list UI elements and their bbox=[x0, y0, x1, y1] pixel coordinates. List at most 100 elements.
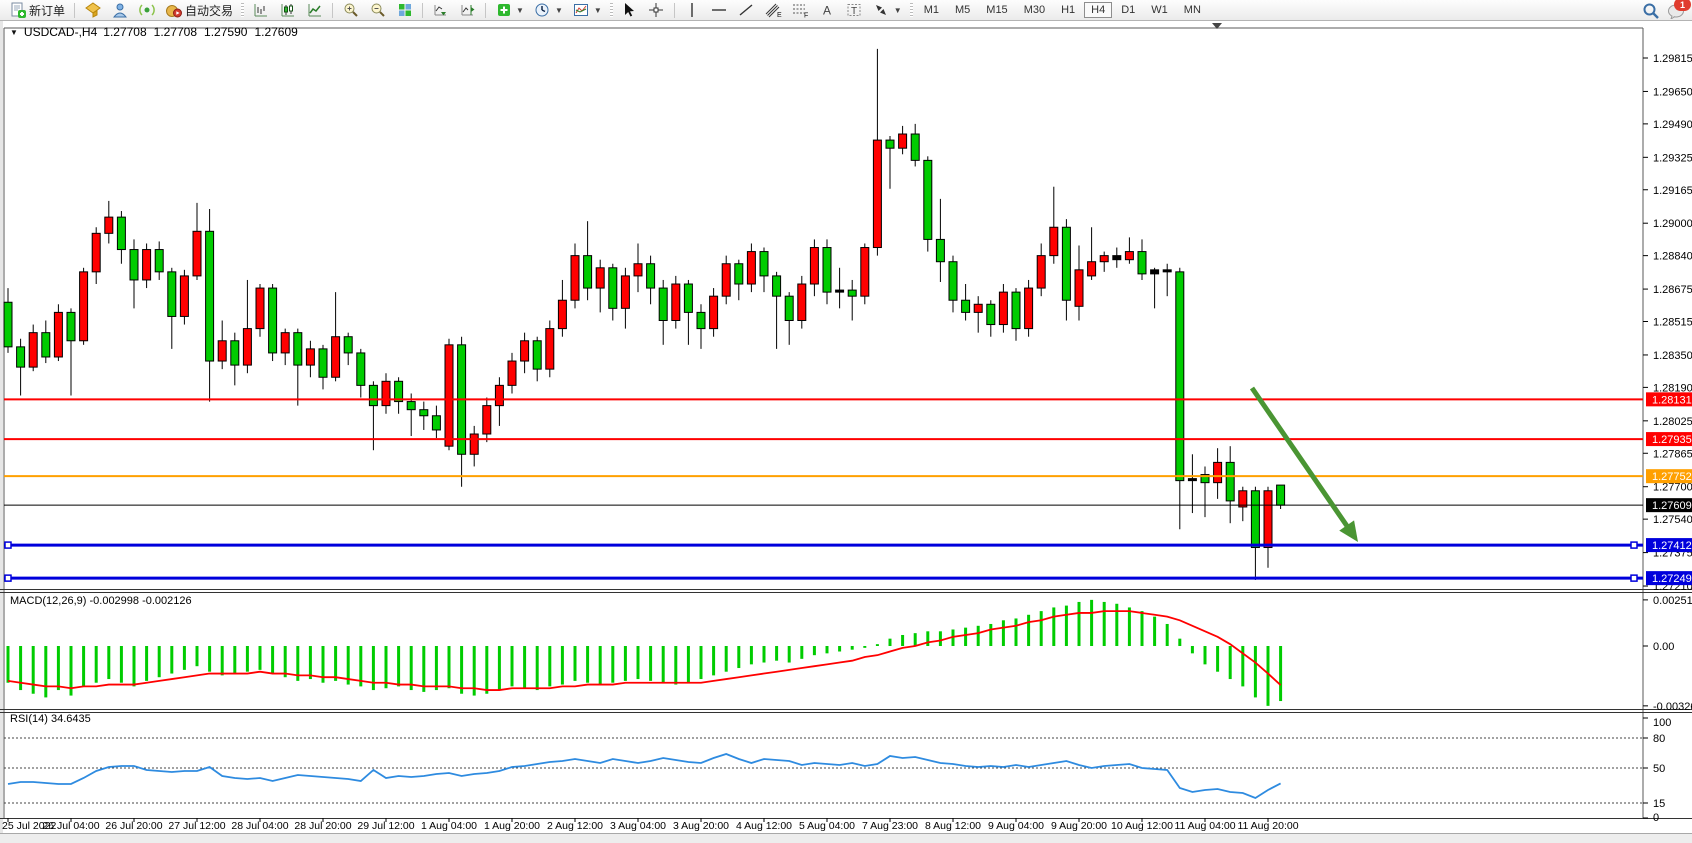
pane-borders bbox=[0, 27, 1692, 819]
fibonacci-tool-icon[interactable]: F bbox=[788, 0, 813, 21]
price-label-box bbox=[1646, 432, 1692, 447]
candlestick-chart-icon[interactable] bbox=[275, 0, 300, 21]
svg-text:1.29165: 1.29165 bbox=[1653, 185, 1692, 197]
chart-background bbox=[0, 21, 1692, 843]
hline-handle[interactable] bbox=[4, 541, 12, 549]
svg-text:9 Aug 20:00: 9 Aug 20:00 bbox=[1051, 820, 1107, 832]
svg-text:1.28190: 1.28190 bbox=[1653, 382, 1692, 394]
zoom-out-icon[interactable] bbox=[365, 0, 390, 21]
zoom-in-icon[interactable] bbox=[338, 0, 363, 21]
autotrading-button[interactable]: 自动交易 bbox=[161, 0, 237, 21]
templates-button[interactable]: ▼ bbox=[569, 0, 606, 21]
market-profile-icon[interactable] bbox=[107, 0, 132, 21]
price-label-1.28131: 1.28131 bbox=[1652, 394, 1692, 406]
svg-text:0.002512: 0.002512 bbox=[1653, 595, 1692, 607]
collapse-triangle-icon[interactable]: ▼ bbox=[10, 27, 18, 37]
chart-shift-icon[interactable] bbox=[455, 0, 480, 21]
bar-chart-icon[interactable] bbox=[248, 0, 273, 21]
timeframe-mn[interactable]: MN bbox=[1183, 4, 1201, 16]
svg-text:11 Aug 20:00: 11 Aug 20:00 bbox=[1237, 820, 1298, 832]
notification-badge: 1 bbox=[1674, 0, 1691, 11]
svg-text:0.00: 0.00 bbox=[1653, 641, 1674, 653]
price-axis[interactable]: 1.29815 1.29650 1.29490 1.29325 1.29165 1.290… bbox=[1643, 53, 1692, 824]
svg-text:1.29490: 1.29490 bbox=[1653, 119, 1692, 131]
chevron-down-icon: ▼ bbox=[593, 5, 602, 15]
toolbar-grip bbox=[909, 3, 913, 17]
svg-text:10 Aug 12:00: 10 Aug 12:00 bbox=[1111, 820, 1173, 832]
svg-text:E: E bbox=[777, 12, 782, 18]
ohlc-open: 1.27708 bbox=[103, 25, 147, 39]
symbol-period-label: USDCAD-,H4 bbox=[23, 25, 98, 39]
indicators-button[interactable]: ▼ bbox=[491, 0, 528, 21]
toolbar-separator bbox=[673, 2, 675, 18]
channel-tool-icon[interactable]: E bbox=[761, 0, 786, 21]
search-icon[interactable] bbox=[1642, 2, 1659, 19]
timeframe-m30[interactable]: M30 bbox=[1023, 4, 1046, 16]
periods-button[interactable]: ▼ bbox=[530, 0, 567, 21]
signals-icon[interactable] bbox=[134, 0, 159, 21]
svg-text:0: 0 bbox=[1653, 812, 1659, 824]
rsi-line bbox=[7, 753, 1282, 800]
rsi-level-lines bbox=[4, 737, 1643, 804]
svg-text:26 Jul 04:00: 26 Jul 04:00 bbox=[42, 820, 99, 832]
price-label-box bbox=[1646, 392, 1692, 407]
timeframe-h1[interactable]: H1 bbox=[1061, 4, 1076, 16]
toolbar-separator bbox=[332, 2, 334, 18]
hline-handle[interactable] bbox=[1630, 541, 1638, 549]
svg-text:28 Jul 20:00: 28 Jul 20:00 bbox=[294, 820, 351, 832]
notifications-button[interactable]: 1 bbox=[1667, 0, 1691, 19]
arrow-annotation[interactable] bbox=[1249, 386, 1358, 542]
timeframe-d1[interactable]: D1 bbox=[1121, 4, 1136, 16]
svg-text:4 Aug 12:00: 4 Aug 12:00 bbox=[736, 820, 792, 832]
auto-scroll-icon[interactable] bbox=[428, 0, 453, 21]
timeframe-h4[interactable]: H4 bbox=[1084, 2, 1113, 18]
timeframe-w1[interactable]: W1 bbox=[1151, 4, 1168, 16]
svg-text:7 Aug 23:00: 7 Aug 23:00 bbox=[862, 820, 918, 832]
status-bar bbox=[0, 833, 1692, 843]
macd-signal-line bbox=[7, 610, 1282, 691]
vertical-line-tool-icon[interactable] bbox=[680, 0, 705, 21]
chevron-down-icon: ▼ bbox=[554, 5, 563, 15]
svg-text:9 Aug 04:00: 9 Aug 04:00 bbox=[988, 820, 1044, 832]
trendline-tool-icon[interactable] bbox=[734, 0, 759, 21]
line-chart-icon[interactable] bbox=[302, 0, 327, 21]
new-order-button[interactable]: 新订单 bbox=[5, 0, 69, 21]
cursor-icon[interactable] bbox=[617, 0, 642, 21]
timeframe-m5[interactable]: M5 bbox=[955, 4, 971, 16]
chevron-down-icon: ▼ bbox=[893, 5, 902, 15]
arrows-tool-button[interactable]: ▼ bbox=[869, 0, 906, 21]
price-label-box bbox=[1646, 469, 1692, 484]
toolbar-separator bbox=[485, 2, 487, 18]
svg-text:1.27540: 1.27540 bbox=[1653, 514, 1692, 526]
hline-handle[interactable] bbox=[4, 574, 12, 582]
timeframe-m15[interactable]: M15 bbox=[986, 4, 1008, 16]
indicators-icon bbox=[495, 2, 512, 19]
crosshair-icon[interactable] bbox=[644, 0, 669, 21]
rsi-value: 34.6435 bbox=[50, 713, 91, 725]
chevron-down-icon: ▼ bbox=[516, 5, 524, 15]
horizontal-line-tool-icon[interactable] bbox=[707, 0, 732, 21]
svg-text:-0.00326: -0.00326 bbox=[1653, 701, 1692, 713]
price-label-box bbox=[1646, 571, 1692, 586]
label-tool-icon[interactable]: T bbox=[842, 0, 867, 21]
price-label-1.27935: 1.27935 bbox=[1652, 434, 1692, 446]
autotrading-icon bbox=[165, 2, 182, 19]
hline-handle[interactable] bbox=[1630, 574, 1638, 582]
chart-shift-marker[interactable] bbox=[1212, 23, 1222, 29]
toolbar-separator bbox=[422, 2, 424, 18]
metaeditor-icon[interactable] bbox=[80, 0, 105, 21]
svg-text:50: 50 bbox=[1653, 763, 1665, 775]
timeframe-m1[interactable]: M1 bbox=[923, 4, 939, 16]
macd-indicator-label: MACD(12,26,9) -0.002998 -0.002126 bbox=[10, 595, 192, 607]
tile-windows-icon[interactable] bbox=[392, 0, 417, 21]
rsi-indicator-label: RSI(14) 34.6435 bbox=[10, 713, 91, 725]
toolbar-grip bbox=[241, 3, 245, 17]
timeframe-toolbar: M1 M5 M15 M30 H1 H4 D1 W1 MN bbox=[916, 0, 1209, 20]
svg-text:1.29000: 1.29000 bbox=[1653, 218, 1692, 230]
svg-text:1 Aug 20:00: 1 Aug 20:00 bbox=[484, 820, 540, 832]
text-tool-icon[interactable]: A bbox=[815, 0, 840, 21]
svg-text:8 Aug 12:00: 8 Aug 12:00 bbox=[925, 820, 981, 832]
new-order-label: 新订单 bbox=[29, 3, 66, 18]
